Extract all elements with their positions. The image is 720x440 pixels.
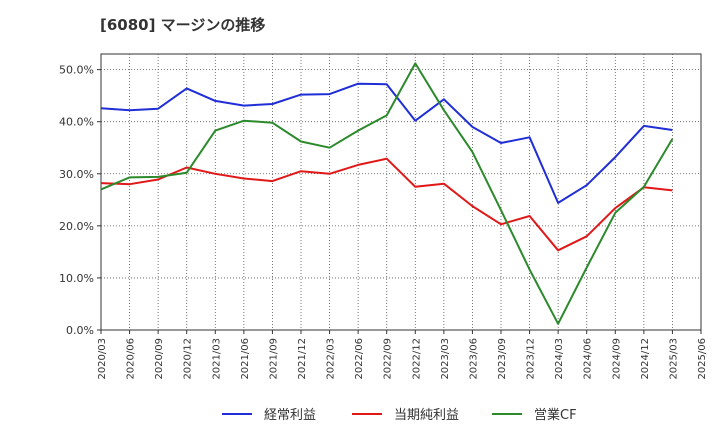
- x-tick-label: 2023/06: [468, 338, 479, 380]
- y-tick-label: 10.0%: [59, 272, 94, 285]
- x-tick-label: 2025/03: [668, 338, 679, 380]
- series-line-営業CF: [100, 62, 674, 325]
- x-tick-label: 2020/09: [154, 338, 165, 380]
- y-tick-label: 40.0%: [59, 116, 94, 129]
- x-tick-label: 2025/06: [697, 338, 708, 380]
- y-tick-label: 30.0%: [59, 168, 94, 181]
- legend-label: 経常利益: [264, 408, 316, 423]
- x-tick-label: 2020/03: [97, 338, 108, 380]
- x-tick-label: 2024/06: [583, 338, 594, 380]
- x-tick-label: 2021/12: [297, 338, 308, 380]
- x-tick-label: 2023/09: [497, 338, 508, 380]
- x-tick-label: 2024/12: [640, 338, 651, 380]
- series-line-経常利益: [100, 82, 673, 204]
- chart-title: [6080] マージンの推移: [100, 16, 266, 34]
- y-tick-label: 20.0%: [59, 220, 94, 233]
- x-tick-label: 2024/03: [554, 338, 565, 380]
- x-tick-label: 2022/03: [326, 338, 337, 380]
- x-tick-label: 2023/03: [440, 338, 451, 380]
- x-tick-label: 2022/06: [354, 338, 365, 380]
- x-tick-label: 2022/12: [411, 338, 422, 380]
- x-tick-label: 2024/09: [611, 338, 622, 380]
- x-tick-label: 2021/09: [268, 338, 279, 380]
- x-tick-label: 2021/03: [211, 338, 222, 380]
- y-tick-label: 0.0%: [66, 324, 94, 337]
- x-tick-label: 2023/12: [526, 338, 537, 380]
- x-tick-label: 2022/09: [383, 338, 394, 380]
- x-tick-label: 2020/12: [183, 338, 194, 380]
- series-line-当期純利益: [100, 157, 673, 252]
- plot-area: [100, 53, 702, 331]
- x-tick-label: 2020/06: [126, 338, 137, 380]
- x-tick-label: 2021/06: [240, 338, 251, 380]
- y-tick-label: 50.0%: [59, 64, 94, 77]
- legend-label: 営業CF: [534, 407, 577, 423]
- legend-label: 当期純利益: [394, 408, 459, 423]
